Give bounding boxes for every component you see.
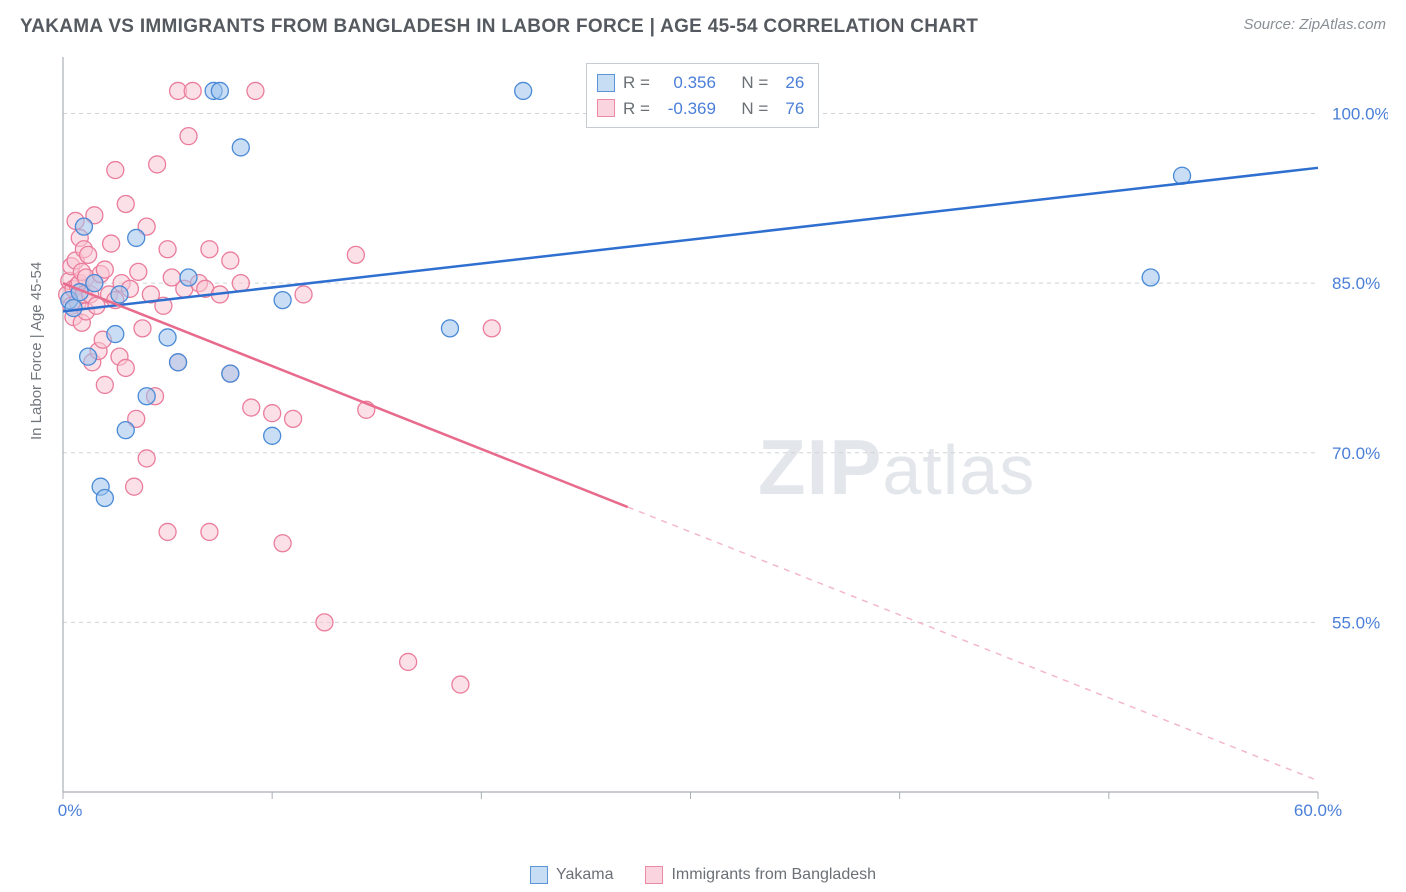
svg-text:60.0%: 60.0%: [1294, 801, 1342, 820]
y-axis-label: In Labor Force | Age 45-54: [28, 262, 45, 440]
bottom-legend: Yakama Immigrants from Bangladesh: [0, 866, 1406, 884]
swatch-blue-icon: [597, 74, 615, 92]
header: YAKAMA VS IMMIGRANTS FROM BANGLADESH IN …: [0, 0, 1406, 46]
chart-title: YAKAMA VS IMMIGRANTS FROM BANGLADESH IN …: [20, 16, 978, 38]
chart-container: YAKAMA VS IMMIGRANTS FROM BANGLADESH IN …: [0, 0, 1406, 892]
stats-row-bangladesh: R = -0.369 N = 76: [597, 96, 804, 122]
scatter-plot: 55.0% 70.0% 85.0% 100.0% 0.0% 60.0%: [58, 52, 1388, 822]
stats-legend-box: R = 0.356 N = 26 R = -0.369 N = 76: [586, 63, 819, 128]
swatch-pink-icon: [645, 866, 663, 884]
swatch-blue-icon: [530, 866, 548, 884]
svg-text:100.0%: 100.0%: [1332, 105, 1388, 124]
chart-area: ZIPatlas 55.0%70.0%85.0%100.0%0.0%60.0% …: [58, 52, 1388, 822]
legend-bangladesh: Immigrants from Bangladesh: [645, 866, 876, 884]
stats-row-yakama: R = 0.356 N = 26: [597, 70, 804, 96]
source-label: Source: ZipAtlas.com: [1243, 16, 1386, 33]
svg-text:70.0%: 70.0%: [1332, 444, 1380, 463]
svg-text:85.0%: 85.0%: [1332, 274, 1380, 293]
legend-yakama: Yakama: [530, 866, 614, 884]
swatch-pink-icon: [597, 99, 615, 117]
svg-text:55.0%: 55.0%: [1332, 613, 1380, 632]
svg-text:0.0%: 0.0%: [58, 801, 82, 820]
